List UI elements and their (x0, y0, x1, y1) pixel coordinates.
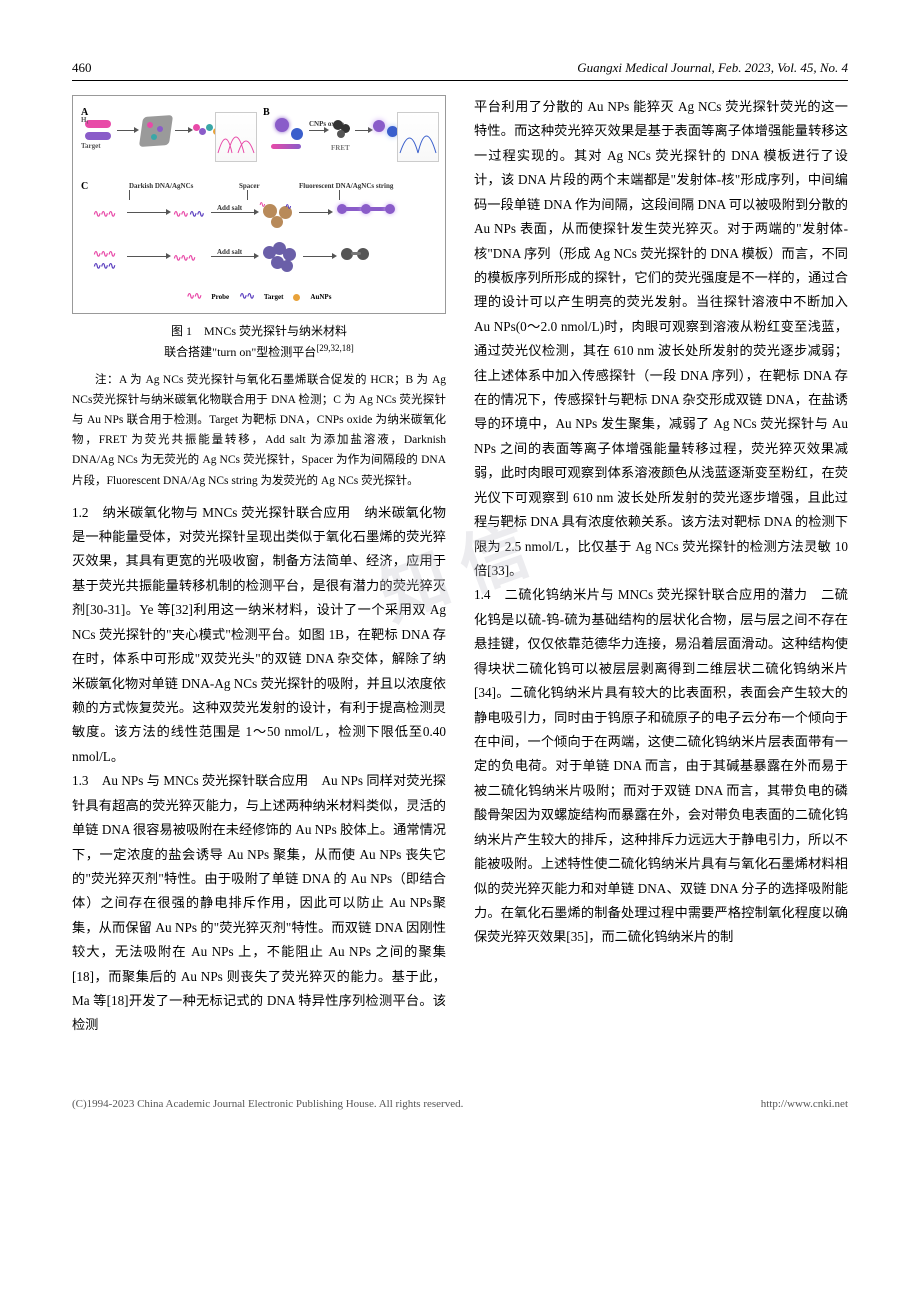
panel-label-c: C (81, 178, 88, 197)
figure-1-note: 注：A 为 Ag NCs 荧光探针与氧化石墨烯联合促发的 HCR；B 为 Ag … (72, 370, 446, 491)
figure-1: A H₁ Target (72, 95, 446, 314)
section-1-3-body: Au NPs 同样对荧光探针具有超高的荧光猝灭能力，与上述两种纳米材料类似，灵活… (72, 773, 446, 1032)
section-1-4-body: 二硫化钨是以硫-钨-硫为基础结构的层状化合物，层与层之间不存在悬挂键，仅仅依靠范… (474, 587, 848, 944)
footer-url: http://www.cnki.net (761, 1098, 848, 1110)
figure-legend: ∿∿ Probe ∿∿ Target AuNPs (79, 288, 439, 307)
page-number: 460 (72, 60, 92, 76)
section-1-2-body: 纳米碳氧化物是一种能量受体，对荧光探针呈现出类似于氧化石墨烯的荧光猝灭效果，其具… (72, 505, 446, 764)
left-column: A H₁ Target (72, 95, 446, 1038)
right-column: 平台利用了分散的 Au NPs 能猝灭 Ag NCs 荧光探针荧光的这一特性。而… (474, 95, 848, 1038)
figure-panel-b: B CNPs oxide FRET (261, 102, 439, 172)
page-footer: (C)1994-2023 China Academic Journal Elec… (0, 1078, 920, 1128)
footer-copyright: (C)1994-2023 China Academic Journal Elec… (72, 1098, 463, 1110)
section-1-2: 1.2 纳米碳氧化物与 MNCs 荧光探针联合应用 纳米碳氧化物是一种能量受体，… (72, 501, 446, 770)
figure-panel-a: A H₁ Target (79, 102, 257, 172)
journal-info: Guangxi Medical Journal, Feb. 2023, Vol.… (577, 60, 848, 76)
section-1-4-head: 1.4 二硫化钨纳米片与 MNCs 荧光探针联合应用的潜力 (474, 587, 807, 602)
section-1-3: 1.3 Au NPs 与 MNCs 荧光探针联合应用 Au NPs 同样对荧光探… (72, 769, 446, 1038)
section-1-2-head: 1.2 纳米碳氧化物与 MNCs 荧光探针联合应用 (72, 505, 351, 520)
section-1-4: 1.4 二硫化钨纳米片与 MNCs 荧光探针联合应用的潜力 二硫化钨是以硫-钨-… (474, 583, 848, 949)
panel-label-b: B (263, 104, 270, 123)
section-1-3-head: 1.3 Au NPs 与 MNCs 荧光探针联合应用 (72, 773, 308, 788)
figure-1-caption: 图 1 MNCs 荧光探针与纳米材料 联合搭建"turn on"型检测平台[29… (72, 322, 446, 362)
right-continuation: 平台利用了分散的 Au NPs 能猝灭 Ag NCs 荧光探针荧光的这一特性。而… (474, 95, 848, 583)
figure-panel-c: C Darkish DNA/AgNCs Spacer Fluorescent D… (79, 176, 439, 286)
page-header: 460 Guangxi Medical Journal, Feb. 2023, … (72, 60, 848, 81)
